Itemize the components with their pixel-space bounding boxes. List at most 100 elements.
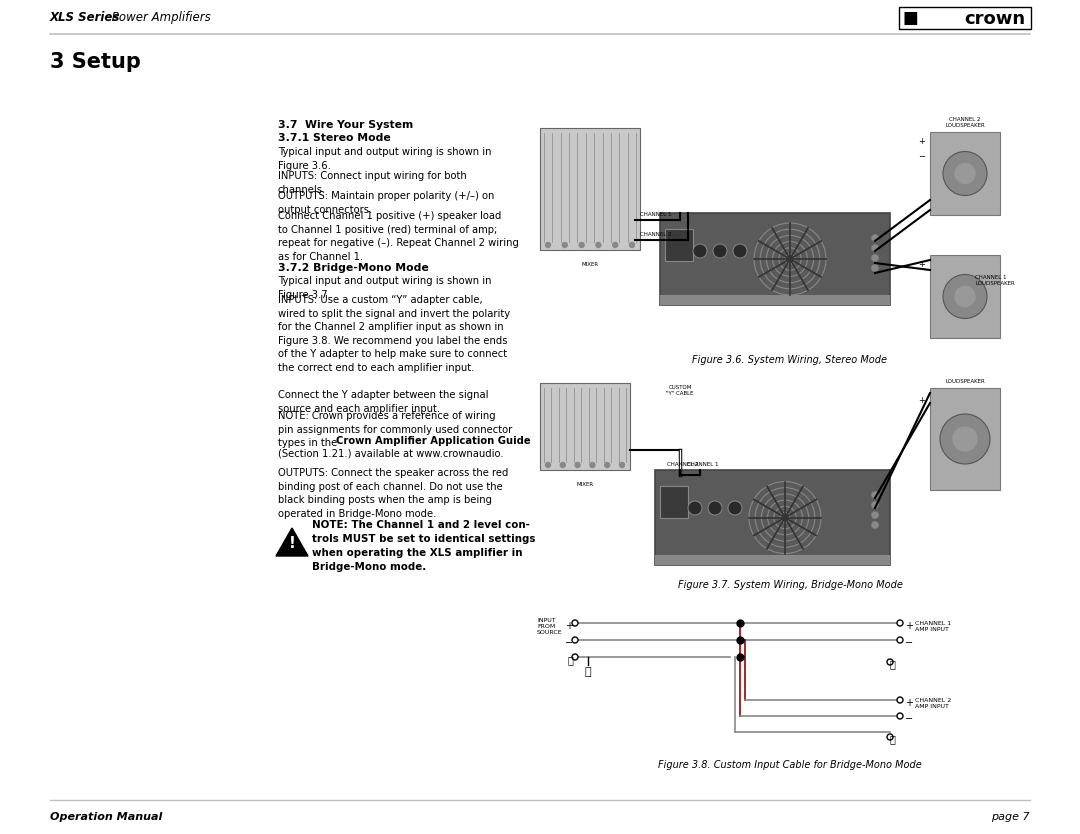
Circle shape <box>728 501 742 515</box>
Text: ⏚: ⏚ <box>584 667 592 677</box>
Circle shape <box>943 152 987 195</box>
Text: (Section 1.21.) available at www.crownaudio.: (Section 1.21.) available at www.crownau… <box>278 448 503 458</box>
Text: Typical input and output wiring is shown in
Figure 3.6.: Typical input and output wiring is shown… <box>278 147 491 171</box>
Circle shape <box>545 463 551 468</box>
FancyBboxPatch shape <box>899 7 1031 29</box>
Text: Figure 3.8. Custom Input Cable for Bridge-Mono Mode: Figure 3.8. Custom Input Cable for Bridg… <box>658 760 922 770</box>
Text: Connect the Y adapter between the signal
source and each amplifier input.: Connect the Y adapter between the signal… <box>278 390 488 414</box>
Bar <box>665 229 693 261</box>
Circle shape <box>955 163 975 183</box>
Text: Connect Channel 1 positive (+) speaker load
to Channel 1 positive (red) terminal: Connect Channel 1 positive (+) speaker l… <box>278 211 518 262</box>
Circle shape <box>870 501 879 509</box>
Text: CHANNEL 1
LOUDSPEAKER: CHANNEL 1 LOUDSPEAKER <box>975 275 1015 286</box>
Text: NOTE: Crown provides a reference of wiring
pin assignments for commonly used con: NOTE: Crown provides a reference of wiri… <box>278 411 512 448</box>
Text: !: ! <box>288 536 296 551</box>
Circle shape <box>870 254 879 262</box>
Bar <box>540 383 630 470</box>
Text: 3 Setup: 3 Setup <box>50 52 140 72</box>
Circle shape <box>713 244 727 258</box>
Text: INPUTS: Connect input wiring for both
channels.: INPUTS: Connect input wiring for both ch… <box>278 171 467 194</box>
Bar <box>654 555 890 565</box>
Bar <box>930 132 1000 215</box>
Circle shape <box>940 414 990 464</box>
Text: Operation Manual: Operation Manual <box>50 812 162 822</box>
Circle shape <box>897 620 903 626</box>
Circle shape <box>579 243 584 248</box>
Circle shape <box>953 427 977 451</box>
Circle shape <box>708 501 723 515</box>
Text: CHANNEL 1: CHANNEL 1 <box>640 212 672 217</box>
Text: ⏚: ⏚ <box>889 659 895 669</box>
Text: CHANNEL 2
LOUDSPEAKER: CHANNEL 2 LOUDSPEAKER <box>945 117 985 128</box>
Text: Figure 3.6. System Wiring, Stereo Mode: Figure 3.6. System Wiring, Stereo Mode <box>692 355 888 365</box>
Circle shape <box>897 713 903 719</box>
Text: +: + <box>918 396 924 405</box>
Circle shape <box>897 697 903 703</box>
Circle shape <box>612 243 618 248</box>
Circle shape <box>545 243 551 248</box>
Text: +: + <box>905 621 913 631</box>
Circle shape <box>561 463 565 468</box>
Text: 3.7.1 Stereo Mode: 3.7.1 Stereo Mode <box>278 133 391 143</box>
Text: −: − <box>565 638 573 648</box>
Text: 3.7.2 Bridge-Mono Mode: 3.7.2 Bridge-Mono Mode <box>278 263 429 273</box>
Text: +: + <box>918 137 924 146</box>
Circle shape <box>620 463 624 468</box>
Bar <box>540 128 640 250</box>
Text: page 7: page 7 <box>991 812 1030 822</box>
Text: INPUT
FROM
SOURCE: INPUT FROM SOURCE <box>537 618 563 636</box>
Circle shape <box>943 274 987 319</box>
Circle shape <box>870 234 879 242</box>
Text: −: − <box>918 152 924 161</box>
Text: CHANNEL 2
AMP INPUT: CHANNEL 2 AMP INPUT <box>915 698 951 709</box>
Text: XLS Series: XLS Series <box>50 11 120 24</box>
Circle shape <box>897 637 903 643</box>
Text: CHANNEL 1
AMP INPUT: CHANNEL 1 AMP INPUT <box>915 621 951 632</box>
Bar <box>660 486 688 518</box>
Text: Power Amplifiers: Power Amplifiers <box>108 11 211 24</box>
Text: +: + <box>905 698 913 708</box>
Text: Figure 3.7. System Wiring, Bridge-Mono Mode: Figure 3.7. System Wiring, Bridge-Mono M… <box>677 580 903 590</box>
Circle shape <box>955 287 975 307</box>
Text: INPUTS: Use a custom “Y” adapter cable,
wired to split the signal and invert the: INPUTS: Use a custom “Y” adapter cable, … <box>278 295 510 373</box>
Text: CHANNEL 2: CHANNEL 2 <box>667 462 699 467</box>
Circle shape <box>870 491 879 499</box>
Text: LOUDSPEAKER: LOUDSPEAKER <box>945 379 985 384</box>
Text: −: − <box>905 714 913 724</box>
Circle shape <box>887 734 893 740</box>
Circle shape <box>590 463 595 468</box>
Circle shape <box>870 264 879 272</box>
Text: +: + <box>565 621 573 631</box>
Bar <box>660 213 890 305</box>
Circle shape <box>576 463 580 468</box>
Text: +: + <box>918 260 924 269</box>
Circle shape <box>887 659 893 665</box>
Text: NOTE: The Channel 1 and 2 level con-
trols MUST be set to identical settings
whe: NOTE: The Channel 1 and 2 level con- tro… <box>312 520 536 572</box>
Bar <box>930 388 1000 490</box>
Circle shape <box>572 620 578 626</box>
Circle shape <box>630 243 635 248</box>
Text: OUTPUTS: Maintain proper polarity (+/–) on
output connectors.: OUTPUTS: Maintain proper polarity (+/–) … <box>278 191 495 214</box>
Text: MIXER: MIXER <box>577 482 594 487</box>
Circle shape <box>693 244 707 258</box>
Circle shape <box>870 511 879 519</box>
Text: OUTPUTS: Connect the speaker across the red
binding post of each channel. Do not: OUTPUTS: Connect the speaker across the … <box>278 468 509 519</box>
Text: Typical input and output wiring is shown in
Figure 3.7.: Typical input and output wiring is shown… <box>278 276 491 299</box>
Text: CUSTOM
"Y" CABLE: CUSTOM "Y" CABLE <box>666 385 693 396</box>
Text: CHANNEL 1: CHANNEL 1 <box>687 462 719 467</box>
Text: MIXER: MIXER <box>581 262 598 267</box>
Text: Crown Ampliﬁer Application Guide: Crown Ampliﬁer Application Guide <box>336 436 530 446</box>
Circle shape <box>870 244 879 252</box>
Circle shape <box>572 637 578 643</box>
Text: crown: crown <box>964 10 1026 28</box>
Bar <box>654 470 890 565</box>
Text: −: − <box>905 638 913 648</box>
Text: ⏚: ⏚ <box>567 655 573 665</box>
Bar <box>660 295 890 305</box>
Circle shape <box>596 243 600 248</box>
Text: ⏚: ⏚ <box>889 734 895 744</box>
Circle shape <box>733 244 747 258</box>
Polygon shape <box>276 528 308 556</box>
Circle shape <box>605 463 610 468</box>
Circle shape <box>572 654 578 660</box>
